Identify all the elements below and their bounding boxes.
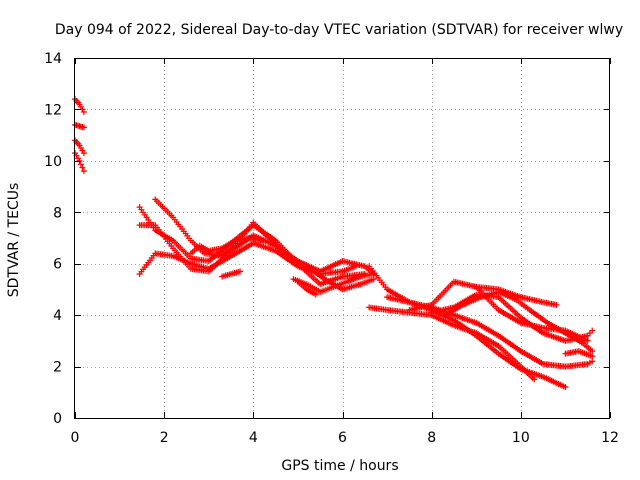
y-axis-label: SDTVAR / TECUs [6,183,22,298]
x-axis-label: GPS time / hours [281,458,398,474]
series-markers [152,196,377,293]
x-tick-label: 0 [71,430,80,446]
x-tick-label: 4 [249,430,258,446]
tick-labels: 0 2 4 6 8 10 12 0 2 4 6 8 10 12 14 [44,51,619,446]
series-arc-6 [219,268,243,280]
chart-title: Day 094 of 2022, Sidereal Day-to-day VTE… [55,22,623,38]
y-tick-label: 2 [53,360,62,376]
y-tick-label: 6 [53,257,62,273]
series-arc-4 [152,196,377,293]
series-arc-8 [294,278,319,298]
x-tick-label: 8 [427,430,436,446]
plot-frame [74,58,610,419]
series-markers [562,348,596,360]
y-tick-label: 14 [44,51,62,67]
y-tick-label: 10 [44,154,62,170]
y-tick-label: 0 [53,411,62,427]
x-tick-label: 10 [512,430,530,446]
series-arc-16 [562,348,596,360]
series-arc-5 [187,235,266,257]
x-tick-label: 2 [160,430,169,446]
series-arc-11 [384,294,596,370]
x-tick-label: 12 [601,430,619,446]
series-markers [219,268,243,280]
data-points [72,96,596,391]
series-arc-15 [473,283,560,308]
y-tick-label: 4 [53,308,62,324]
series-markers [187,235,266,257]
y-tick-label: 12 [44,102,62,118]
series-markers [442,289,596,355]
grid [75,58,610,418]
axis-ticks [75,58,611,419]
series-markers [294,278,319,298]
series-arc-14 [442,289,596,355]
series-arc-9 [366,304,538,383]
series-markers [473,283,560,308]
x-tick-label: 6 [338,430,347,446]
y-tick-label: 8 [53,205,62,221]
